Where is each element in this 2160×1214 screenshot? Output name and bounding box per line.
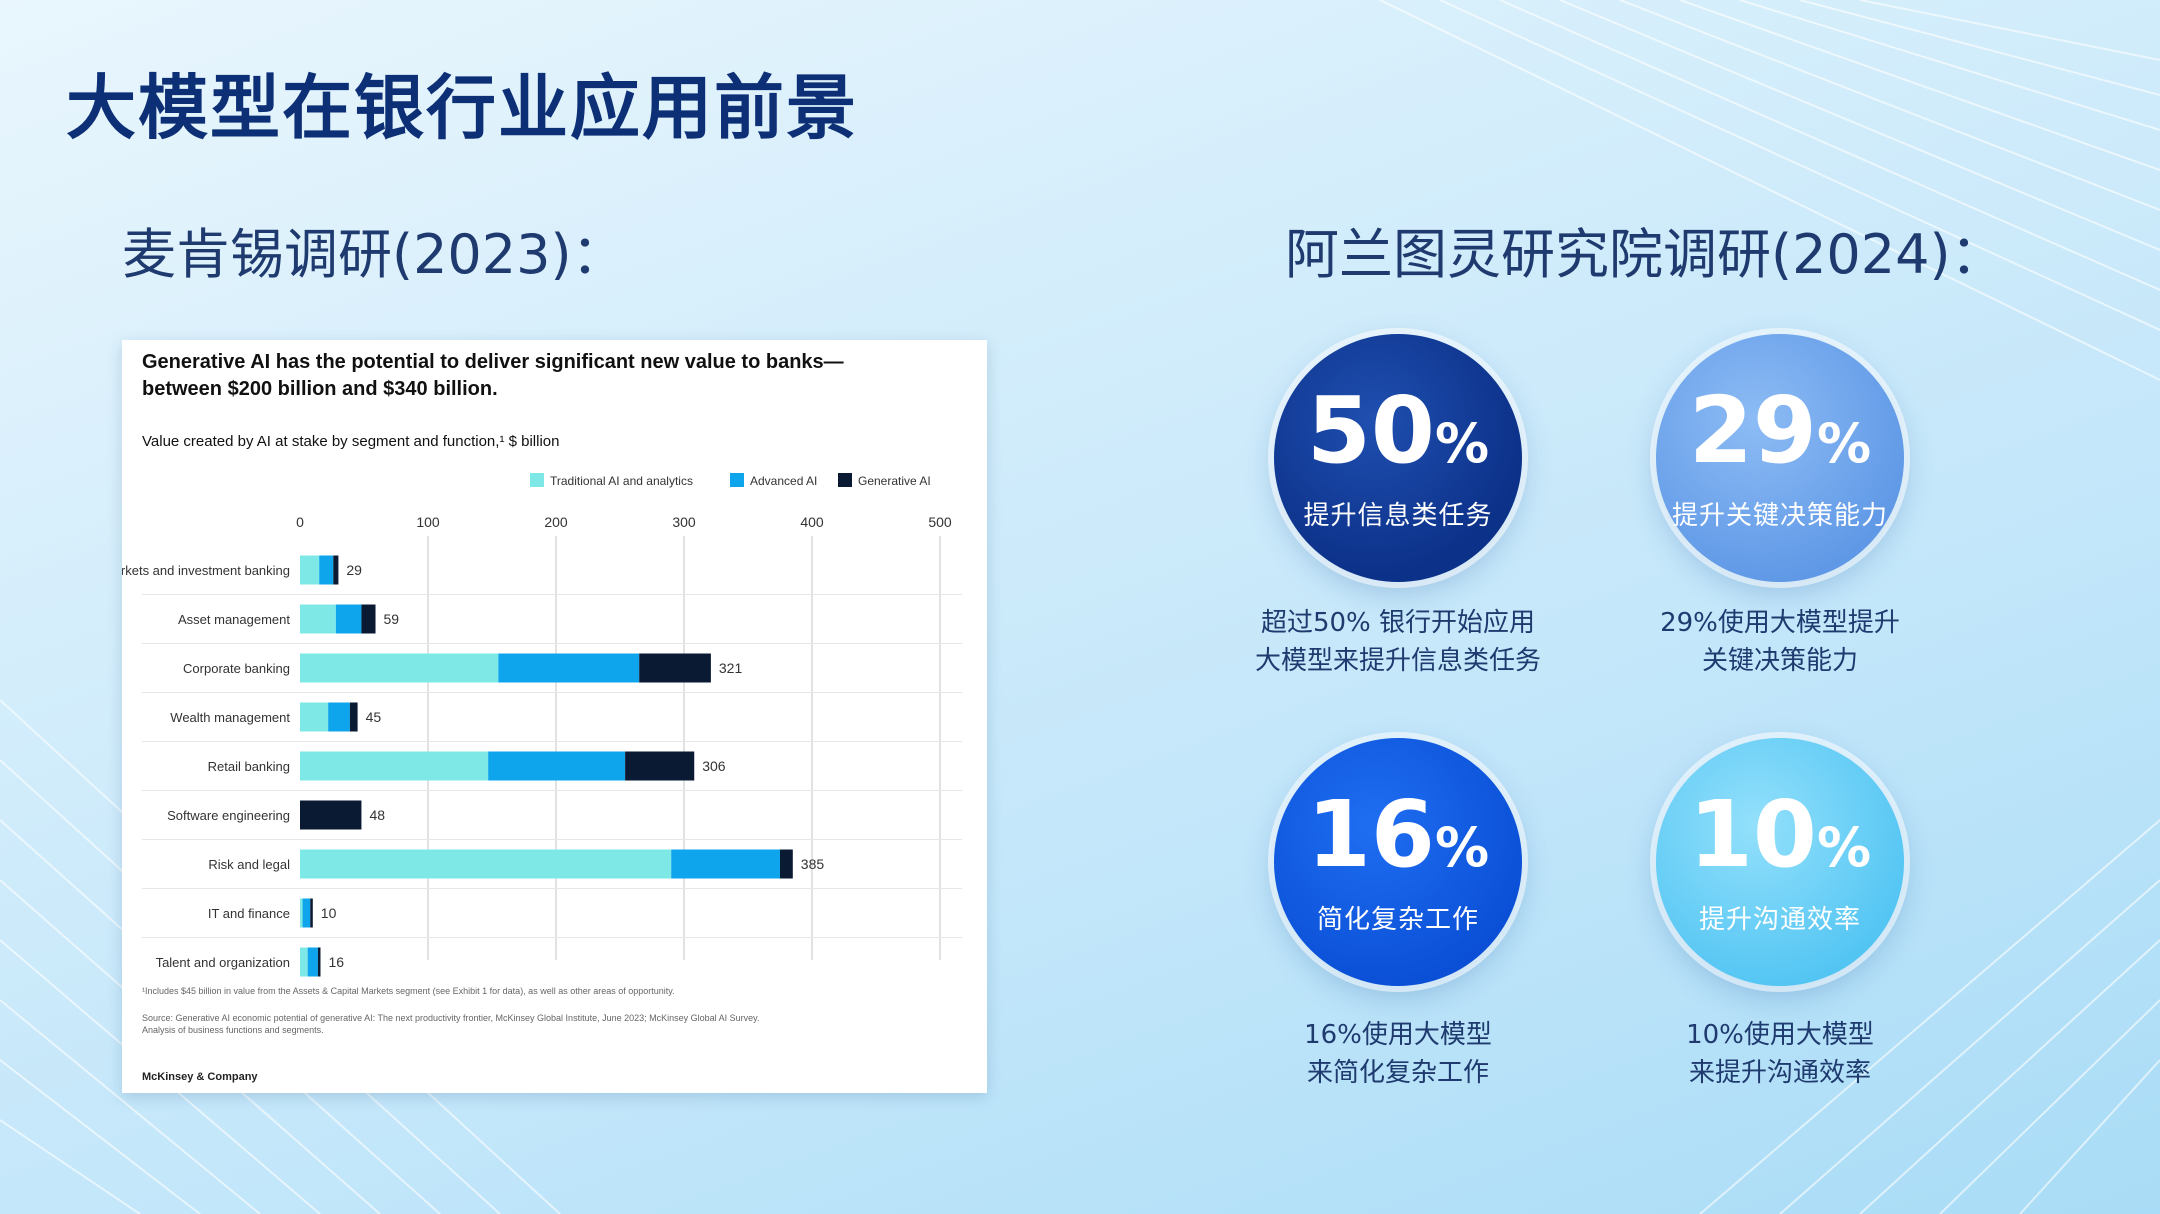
bar-segment (300, 898, 303, 928)
bar-segment (361, 604, 376, 634)
desc-line: 大模型来提升信息类任务 (1254, 646, 1541, 676)
bar-total-label: 306 (702, 758, 726, 774)
legend-swatch (530, 473, 544, 487)
bar-segment (300, 751, 489, 781)
bar-segment (625, 751, 695, 781)
stat-value: 16 (1306, 780, 1435, 888)
category-label: Software engineering (167, 808, 290, 823)
bar-total-label: 10 (321, 905, 337, 921)
stat-circle-communication: 10% 提升沟通效率 (1656, 738, 1904, 986)
brand-label: McKinsey & Company (142, 1071, 258, 1083)
desc-line: 来提升沟通效率 (1688, 1058, 1871, 1088)
percent-symbol: % (1816, 411, 1872, 475)
bar-segment (317, 947, 321, 977)
desc-line: 16%使用大模型 (1304, 1020, 1492, 1050)
stat-description-decision-making: 29%使用大模型提升 关键决策能力 (1600, 604, 1960, 680)
x-tick-label: 0 (296, 514, 304, 530)
x-tick-label: 500 (928, 514, 952, 530)
chart-headline-line1: Generative AI has the potential to deliv… (142, 351, 844, 373)
category-label: Corporate banking (183, 661, 290, 676)
bar-segment (498, 653, 640, 683)
stat-circle-decision-making: 29% 提升关键决策能力 (1656, 334, 1904, 582)
bar-total-label: 29 (346, 562, 362, 578)
page-title: 大模型在银行业应用前景 (66, 67, 858, 149)
bar-segment (310, 898, 313, 928)
percent-symbol: % (1816, 815, 1872, 879)
stat-value: 10 (1688, 780, 1817, 888)
bar-total-label: 45 (366, 709, 382, 725)
bar-segment (307, 947, 318, 977)
bar-segment (639, 653, 711, 683)
stat-description-information-tasks: 超过50% 银行开始应用 大模型来提升信息类任务 (1218, 604, 1578, 680)
chart-footnote-line3: Analysis of business functions and segme… (142, 1025, 324, 1035)
category-label: IT and finance (208, 906, 290, 921)
desc-line: 29%使用大模型提升 (1660, 608, 1900, 638)
desc-line: 关键决策能力 (1701, 646, 1858, 676)
bar-segment (300, 947, 308, 977)
category-label: Asset management (178, 612, 290, 627)
bar-segment (300, 849, 672, 879)
percent-symbol: % (1434, 411, 1490, 475)
category-label: Wealth management (170, 710, 290, 725)
bar-segment (300, 702, 329, 732)
bar-segment (328, 702, 350, 732)
bar-total-label: 48 (369, 807, 385, 823)
stat-circle-simplify-work: 16% 简化复杂工作 (1274, 738, 1522, 986)
stacked-bar-chart: Generative AI has the potential to deliv… (122, 351, 962, 1083)
category-label: Risk and legal (208, 857, 290, 872)
stat-description-communication: 10%使用大模型 来提升沟通效率 (1600, 1016, 1960, 1092)
bar-segment (335, 604, 362, 634)
bar-segment (300, 800, 362, 830)
mckinsey-chart-card: Generative AI has the potential to deliv… (122, 340, 987, 1093)
bar-total-label: 385 (801, 856, 825, 872)
chart-legend: Traditional AI and analytics Advanced AI G… (530, 473, 931, 488)
desc-line: 10%使用大模型 (1686, 1020, 1874, 1050)
chart-bars: Capital markets and investment banking 29… (122, 555, 962, 977)
legend-swatch (838, 473, 852, 487)
legend-label: Advanced AI (750, 474, 817, 488)
chart-headline-line2: between $200 billion and $340 billion. (142, 378, 498, 400)
desc-line: 超过50% 银行开始应用 (1260, 608, 1536, 638)
stat-label: 提升沟通效率 (1698, 904, 1861, 935)
bar-segment (333, 555, 339, 585)
x-tick-label: 100 (416, 514, 440, 530)
x-tick-label: 300 (672, 514, 696, 530)
bar-segment (319, 555, 334, 585)
bar-segment (300, 653, 499, 683)
legend-label: Generative AI (858, 474, 931, 488)
bar-segment (780, 849, 793, 879)
x-tick-label: 200 (544, 514, 568, 530)
bar-segment (488, 751, 626, 781)
chart-footnote-line2: Source: Generative AI economic potential… (142, 1013, 760, 1023)
bar-segment (302, 898, 311, 928)
bar-total-label: 16 (328, 954, 344, 970)
x-tick-label: 400 (800, 514, 824, 530)
category-label: Talent and organization (156, 955, 290, 970)
legend-label: Traditional AI and analytics (550, 474, 693, 488)
bar-segment (300, 555, 320, 585)
mckinsey-section-title: 麦肯锡调研(2023)： (122, 223, 626, 286)
stat-value: 29 (1688, 376, 1817, 484)
stat-label: 提升信息类任务 (1303, 500, 1493, 531)
category-label: Retail banking (208, 759, 290, 774)
percent-symbol: % (1434, 815, 1490, 879)
bar-segment (300, 604, 336, 634)
stat-value: 50 (1306, 376, 1435, 484)
stat-label: 提升关键决策能力 (1671, 500, 1888, 531)
legend-swatch (730, 473, 744, 487)
stat-label: 简化复杂工作 (1316, 904, 1479, 935)
turing-section-title: 阿兰图灵研究院调研(2024)： (1285, 223, 2005, 286)
stat-description-simplify-work: 16%使用大模型 来简化复杂工作 (1218, 1016, 1578, 1092)
chart-subtitle: Value created by AI at stake by segment … (142, 433, 559, 450)
desc-line: 来简化复杂工作 (1306, 1058, 1489, 1088)
stat-circle-information-tasks: 50% 提升信息类任务 (1274, 334, 1522, 582)
bar-segment (671, 849, 780, 879)
chart-footnote-line1: ¹Includes $45 billion in value from the … (142, 986, 675, 996)
category-label: Capital markets and investment banking (122, 563, 290, 578)
bar-total-label: 59 (384, 611, 400, 627)
chart-gridlines: 0 100 200 300 400 500 (296, 514, 952, 960)
bar-total-label: 321 (719, 660, 743, 676)
bar-segment (349, 702, 358, 732)
